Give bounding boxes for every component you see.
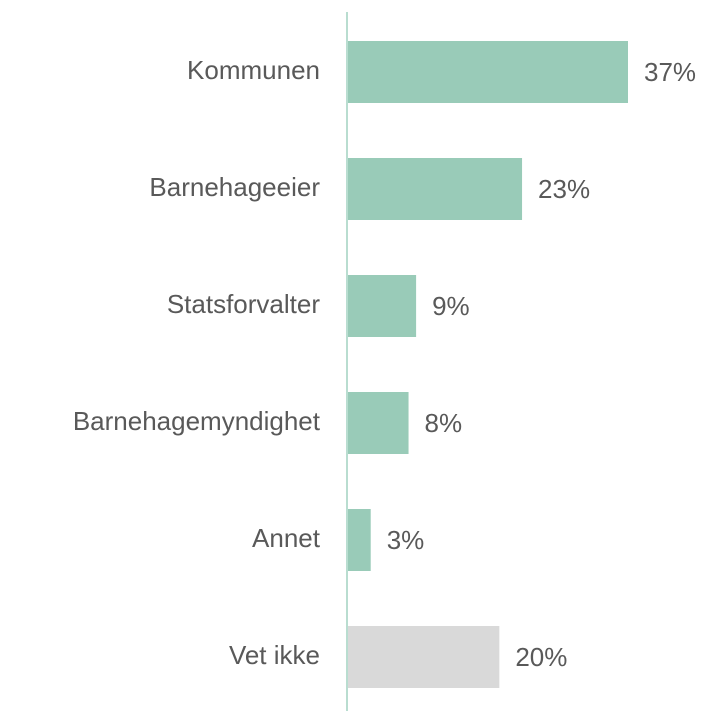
value-label: 8% <box>425 408 463 438</box>
value-label: 3% <box>387 525 425 555</box>
bar <box>348 275 417 337</box>
category-label: Barnehageeier <box>149 172 320 202</box>
category-label: Vet ikke <box>229 640 320 670</box>
category-label: Barnehagemyndighet <box>73 406 321 436</box>
value-label: 23% <box>538 174 590 204</box>
value-label: 37% <box>644 57 696 87</box>
bar <box>348 509 371 571</box>
value-label: 20% <box>515 642 567 672</box>
bar <box>348 41 628 103</box>
category-label: Kommunen <box>187 55 320 85</box>
value-label: 9% <box>432 291 470 321</box>
bar <box>348 158 523 220</box>
bar <box>348 392 409 454</box>
category-label: Statsforvalter <box>167 289 321 319</box>
bar <box>348 626 500 688</box>
category-label: Annet <box>252 523 321 553</box>
